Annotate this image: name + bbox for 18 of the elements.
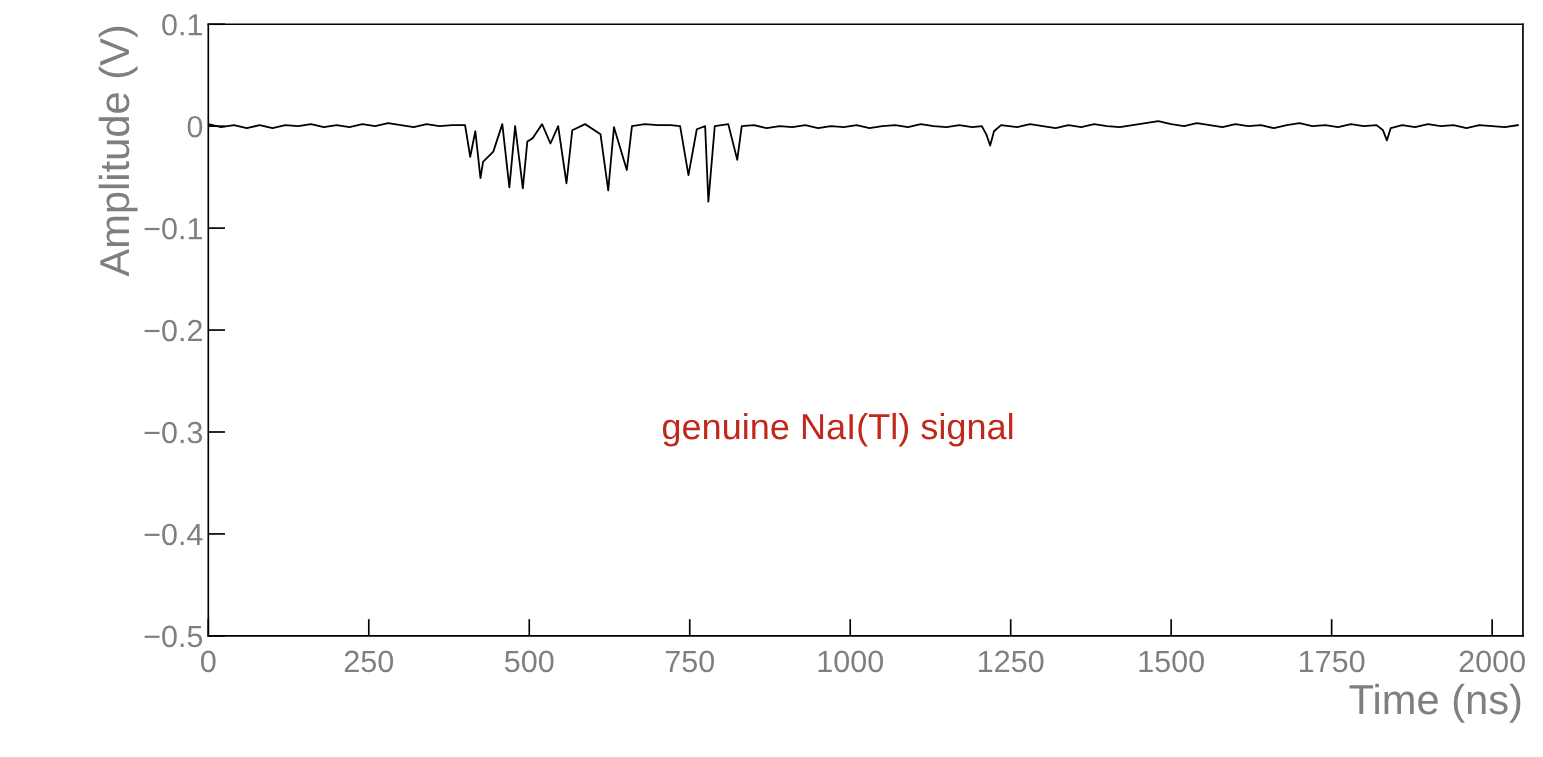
y-tick-label: −0.5 bbox=[144, 625, 203, 648]
y-tick-label: 0.1 bbox=[162, 13, 202, 36]
y-tick-label: 0 bbox=[187, 115, 203, 138]
x-tick-label: 250 bbox=[344, 650, 394, 673]
y-tick-label: −0.1 bbox=[144, 217, 202, 240]
x-tick-label: 1500 bbox=[1139, 650, 1204, 673]
x-tick-label: 1000 bbox=[818, 650, 884, 673]
x-tick-label: 1250 bbox=[979, 650, 1044, 673]
y-tick-label: −0.4 bbox=[144, 523, 203, 546]
x-axis-title: Time (ns) bbox=[1349, 683, 1521, 723]
y-tick-label: −0.3 bbox=[144, 421, 203, 444]
y-axis-title: Amplitude (V) bbox=[98, 26, 138, 277]
x-tick-label: 2000 bbox=[1459, 650, 1525, 673]
x-tick-label: 750 bbox=[665, 650, 715, 673]
x-tick-label: 1750 bbox=[1300, 650, 1365, 673]
annotation: genuine NaI(Tl) signal bbox=[662, 412, 1013, 447]
x-tick-label: 500 bbox=[505, 650, 554, 673]
y-tick-label: −0.2 bbox=[144, 319, 202, 342]
